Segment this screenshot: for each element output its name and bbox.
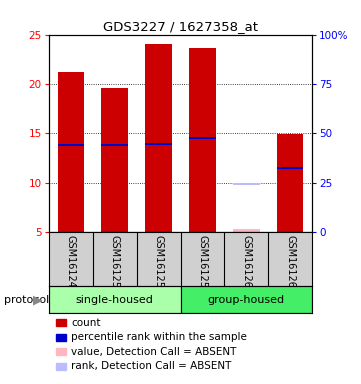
Bar xyxy=(277,167,304,169)
Bar xyxy=(189,48,216,232)
Text: count: count xyxy=(71,318,101,328)
Text: GSM161262: GSM161262 xyxy=(285,235,295,294)
Title: GDS3227 / 1627358_at: GDS3227 / 1627358_at xyxy=(103,20,258,33)
Text: rank, Detection Call = ABSENT: rank, Detection Call = ABSENT xyxy=(71,361,232,371)
Bar xyxy=(145,45,172,232)
Bar xyxy=(145,143,172,146)
Bar xyxy=(57,72,84,232)
Text: protocol: protocol xyxy=(4,295,49,305)
Bar xyxy=(189,137,216,139)
Bar xyxy=(101,144,128,146)
Text: GSM161260: GSM161260 xyxy=(242,235,251,294)
Text: percentile rank within the sample: percentile rank within the sample xyxy=(71,332,247,342)
Text: GSM161259: GSM161259 xyxy=(197,235,208,294)
Text: ▶: ▶ xyxy=(33,293,43,306)
Text: value, Detection Call = ABSENT: value, Detection Call = ABSENT xyxy=(71,347,237,357)
Bar xyxy=(57,144,84,146)
Bar xyxy=(101,88,128,232)
Text: single-housed: single-housed xyxy=(76,295,153,305)
Bar xyxy=(277,134,304,232)
Bar xyxy=(49,286,180,313)
Text: GSM161249: GSM161249 xyxy=(66,235,76,294)
Text: GSM161253: GSM161253 xyxy=(153,235,164,294)
Bar xyxy=(180,286,312,313)
Bar xyxy=(233,183,260,185)
Text: group-housed: group-housed xyxy=(208,295,285,305)
Bar xyxy=(233,229,260,232)
Text: GSM161252: GSM161252 xyxy=(110,235,119,294)
